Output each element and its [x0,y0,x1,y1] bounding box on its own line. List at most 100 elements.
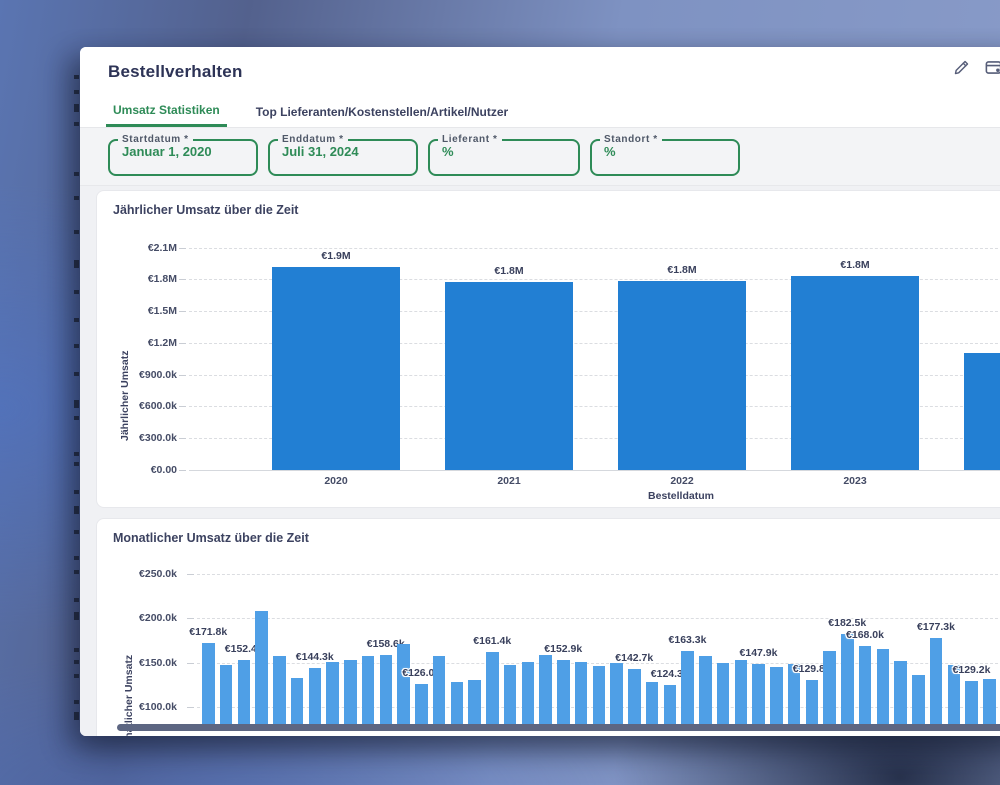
bar-value-label: €129.2k [952,664,991,676]
yearly-chart-title: Jährlicher Umsatz über die Zeit [113,203,299,217]
bar [486,652,499,724]
y-tick-label: €0.00 [150,464,177,476]
bar-value-label: €126.0k [402,666,441,679]
bar [326,662,339,724]
bar [876,649,889,724]
bar [397,644,410,724]
y-tick-mark [179,470,186,471]
enddatum-label: Enddatum * [282,134,344,145]
gridline [189,374,1000,376]
lieferant-field[interactable]: Lieferant * % [428,134,580,176]
horizontal-scrollbar[interactable] [117,724,1000,731]
gridline [197,573,1000,575]
bar [894,661,907,724]
export-button[interactable] [984,60,1000,79]
gridline [197,618,1000,619]
x-tick-label: 2023 [843,475,867,487]
bar [929,638,943,724]
bar [255,611,268,724]
bar [964,353,1000,470]
dialog-header: Bestellverhalten [80,47,1000,96]
bar [734,660,747,724]
export-add-icon [984,58,1000,82]
bar-value-label: €147.9k [739,647,778,660]
filter-bar: Startdatum * Januar 1, 2020 Enddatum * J… [80,128,1000,186]
gridline [189,311,1000,313]
bar [983,679,996,724]
y-tick-label: €2.1M [147,241,177,254]
bar [379,654,392,724]
bar [468,679,481,724]
startdatum-field[interactable]: Startdatum * Januar 1, 2020 [108,134,258,176]
y-tick-mark [179,438,186,440]
lieferant-value: % [442,144,454,159]
tab-top-lieferanten[interactable]: Top Lieferanten/Kostenstellen/Artikel/Nu… [255,104,509,119]
bar [445,282,573,470]
bar-value-label: €168.0k [846,629,884,642]
tab-bar: Umsatz Statistiken Top Lieferanten/Koste… [80,96,1000,128]
bar [415,683,428,724]
bar [308,667,321,724]
bar-value-label: €163.3k [668,633,707,646]
enddatum-field[interactable]: Enddatum * Juli 31, 2024 [268,134,418,176]
y-tick-label: €900.0k [139,368,177,381]
y-tick-label: €250.0k [139,567,177,580]
bar-value-label: €152.9k [544,642,583,655]
bar-value-label: €124.3k [650,668,689,681]
gridline [189,470,1000,471]
bar [273,655,286,724]
standort-value: % [604,144,616,159]
y-tick-label: €1.2M [147,336,177,349]
bar [823,651,836,724]
bar-value-label: €129.8k [792,663,831,676]
bar [628,668,641,724]
y-tick-mark [179,342,186,344]
bar [752,664,765,724]
gridline [197,662,1000,664]
tab-umsatz-statistiken[interactable]: Umsatz Statistiken [106,96,227,127]
bar [791,276,919,470]
bar-value-label: €1.8M [840,259,870,272]
edit-button[interactable] [952,60,971,79]
enddatum-value: Juli 31, 2024 [282,144,359,159]
bar [618,281,746,470]
bar-value-label: €144.3k [295,650,334,663]
startdatum-value: Januar 1, 2020 [122,144,212,159]
x-tick-label: 2021 [497,475,521,487]
standort-field[interactable]: Standort * % [590,134,740,176]
bar [237,660,250,724]
bar [361,656,375,724]
standort-label: Standort * [604,134,658,145]
bestellverhalten-dialog: Bestellverhalten Umsatz Statistiken Top … [80,47,1000,736]
y-tick-label: €150.0k [139,656,177,669]
bar-value-label: €161.4k [473,635,512,648]
gridline [189,438,1000,440]
bar [770,667,783,724]
bar [965,681,978,724]
bar [912,674,925,724]
lieferant-label: Lieferant * [442,134,498,145]
bar-value-label: €182.5k [828,616,867,629]
bar [503,664,517,724]
bar [947,665,960,724]
gridline [189,406,1000,408]
bar [521,662,534,724]
y-tick-label: €600.0k [139,400,177,413]
bar-value-label: €152.4k [224,643,263,656]
page-title: Bestellverhalten [108,61,243,81]
yearly-revenue-chart: Jährlicher Umsatz über die Zeit Jährlich… [96,190,1000,508]
x-tick-label: 2020 [324,475,348,487]
bar [716,662,730,724]
y-tick-label: €1.5M [147,305,177,318]
bar [841,633,854,724]
bar [610,662,623,724]
pencil-icon [953,59,970,81]
y-tick-mark [179,406,186,408]
bar-value-label: €1.9M [321,249,351,262]
bar [557,659,570,724]
gridline [189,342,1000,344]
dialog-content: Jährlicher Umsatz über die Zeit Jährlich… [80,186,1000,736]
bar [663,685,676,724]
y-tick-label: €100.0k [139,701,177,713]
